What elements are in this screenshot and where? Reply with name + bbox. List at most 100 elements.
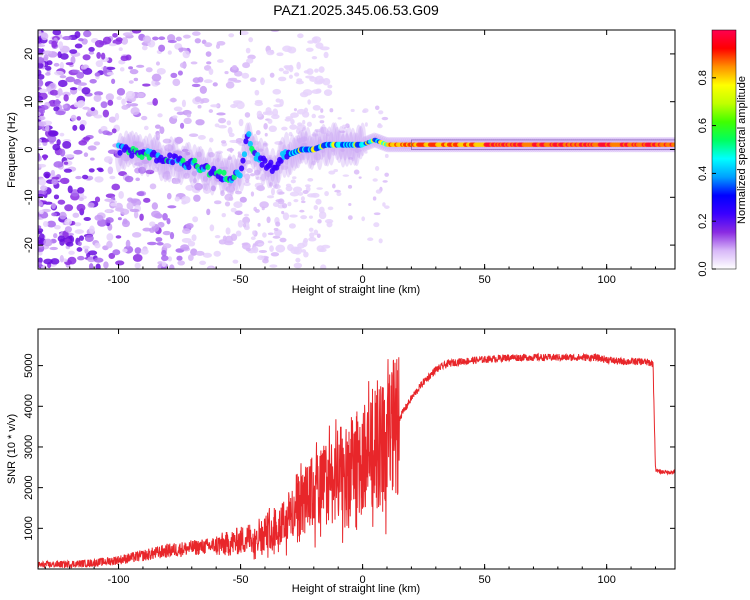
noise-speckle: [384, 153, 389, 158]
ridge-core: [243, 138, 249, 145]
noise-speckle: [254, 101, 264, 107]
noise-speckle: [384, 172, 389, 177]
ridge-halo: [318, 126, 326, 160]
noise-speckle: [72, 124, 78, 131]
noise-speckle: [185, 223, 194, 229]
noise-speckle: [290, 118, 295, 125]
noise-speckle: [145, 169, 154, 174]
noise-speckle: [81, 174, 89, 180]
noise-speckle: [122, 248, 128, 253]
noise-speckle: [183, 117, 192, 124]
ridge-core: [192, 157, 198, 164]
colorbar-tick-label: 0.2: [697, 214, 709, 229]
noise-speckle: [59, 255, 64, 263]
noise-speckle: [367, 237, 374, 242]
noise-speckle: [59, 53, 69, 60]
ridge-halo: [308, 136, 316, 170]
noise-speckle: [70, 56, 76, 65]
noise-speckle: [88, 250, 98, 256]
noise-speckle: [84, 234, 94, 243]
noise-speckle: [203, 79, 213, 84]
noise-speckle: [159, 126, 165, 135]
noise-speckle: [319, 46, 330, 51]
ridge-halo: [161, 148, 169, 183]
noise-speckle: [136, 92, 145, 98]
noise-speckle: [53, 62, 60, 67]
noise-speckle: [348, 157, 353, 160]
noise-speckle: [362, 109, 367, 113]
noise-speckle: [54, 70, 64, 76]
noise-speckle: [51, 202, 56, 210]
noise-speckle: [192, 216, 199, 223]
noise-speckle: [305, 47, 314, 52]
ridge-core: [180, 157, 186, 164]
noise-speckle: [53, 233, 58, 239]
noise-speckle: [40, 32, 49, 41]
noise-speckle: [220, 140, 227, 144]
noise-speckle: [142, 35, 152, 44]
noise-speckle: [128, 66, 133, 70]
noise-speckle: [158, 36, 166, 41]
noise-speckle: [225, 81, 235, 89]
noise-speckle: [136, 64, 145, 68]
noise-speckle: [375, 189, 382, 194]
noise-speckle: [90, 157, 95, 161]
ridge-core: [240, 157, 246, 164]
noise-speckle: [271, 113, 280, 120]
noise-speckle: [288, 131, 293, 137]
snr-ytick-label: 4000: [23, 394, 35, 418]
noise-speckle: [103, 156, 113, 163]
noise-speckle: [269, 72, 275, 78]
noise-speckle: [314, 156, 321, 161]
noise-speckle: [320, 108, 324, 113]
noise-speckle: [288, 223, 296, 229]
noise-speckle: [216, 112, 226, 116]
noise-speckle: [180, 244, 190, 251]
noise-speckle: [114, 112, 120, 121]
noise-speckle: [311, 133, 319, 137]
noise-speckle: [122, 218, 128, 225]
noise-speckle: [78, 38, 84, 42]
noise-speckle: [231, 64, 238, 71]
noise-speckle: [45, 72, 51, 76]
noise-speckle: [284, 118, 292, 122]
noise-speckle: [216, 150, 223, 154]
noise-speckle: [303, 107, 309, 113]
noise-speckle: [170, 72, 178, 79]
noise-speckle: [164, 144, 174, 152]
noise-speckle: [245, 222, 250, 229]
noise-speckle: [288, 74, 293, 79]
noise-speckle: [201, 183, 209, 190]
noise-speckle: [181, 99, 187, 108]
noise-speckle: [117, 217, 122, 221]
noise-speckle: [38, 73, 45, 80]
noise-speckle: [107, 99, 114, 106]
noise-speckle: [120, 55, 129, 62]
noise-speckle: [57, 235, 65, 242]
noise-speckle: [382, 180, 388, 183]
noise-speckle: [182, 228, 191, 235]
noise-speckle: [167, 205, 177, 209]
noise-speckle: [76, 116, 82, 121]
noise-speckle: [208, 68, 214, 75]
noise-speckle: [243, 213, 250, 217]
noise-speckle: [51, 179, 59, 185]
noise-speckle: [51, 212, 58, 217]
snr-ytick-label: 2000: [23, 475, 35, 499]
noise-speckle: [116, 96, 122, 101]
noise-speckle: [155, 132, 161, 141]
noise-speckle: [166, 192, 172, 200]
noise-speckle: [94, 91, 104, 96]
noise-speckle: [94, 214, 104, 221]
noise-speckle: [319, 126, 329, 134]
noise-speckle: [43, 171, 51, 178]
noise-speckle: [276, 52, 284, 57]
spectrogram-xtick-label: -50: [233, 274, 249, 286]
noise-speckle: [249, 173, 256, 177]
noise-speckle: [152, 36, 159, 41]
noise-speckle: [82, 106, 90, 110]
noise-speckle: [106, 72, 114, 76]
noise-speckle: [287, 243, 294, 252]
noise-speckle: [320, 264, 327, 269]
ridge-core: [216, 168, 223, 175]
